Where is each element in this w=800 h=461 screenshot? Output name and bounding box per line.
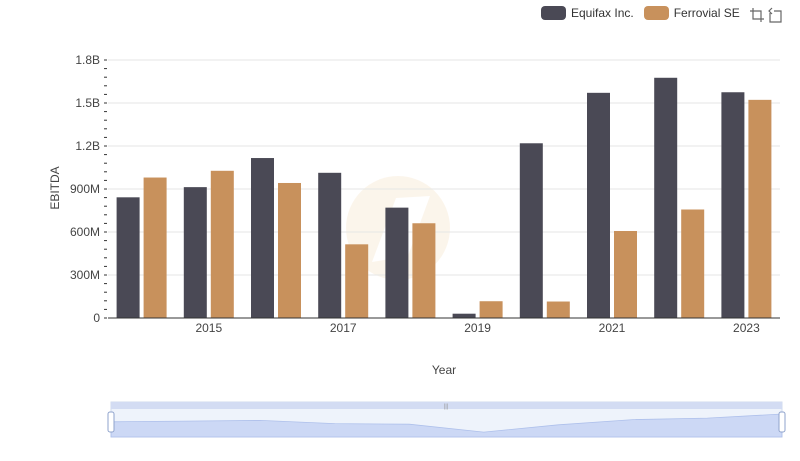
data-zoom-handle-left[interactable] xyxy=(107,411,115,433)
bar-ferrovial-2017[interactable] xyxy=(345,244,369,318)
legend-swatch-equifax xyxy=(541,6,566,20)
y-tick-label: 1.2B xyxy=(75,139,100,153)
bar-equifax-2014[interactable] xyxy=(116,197,140,318)
chart-legend: Equifax Inc. Ferrovial SE xyxy=(541,4,750,22)
y-axis-title: EBITDA xyxy=(48,166,62,209)
bar-ferrovial-2023[interactable] xyxy=(748,99,772,318)
bar-ferrovial-2018[interactable] xyxy=(412,223,436,318)
y-minor-ticks xyxy=(104,59,107,319)
y-tick-label: 1.5B xyxy=(75,96,100,110)
bar-ferrovial-2015[interactable] xyxy=(210,170,234,318)
bar-equifax-2020[interactable] xyxy=(519,143,543,318)
bar-ferrovial-2019[interactable] xyxy=(479,301,503,318)
legend-label-equifax: Equifax Inc. xyxy=(571,6,634,20)
bar-ferrovial-2016[interactable] xyxy=(278,182,301,318)
y-tick-label: 0 xyxy=(93,311,100,325)
zoom-icon[interactable] xyxy=(749,7,765,23)
bar-equifax-2022[interactable] xyxy=(654,77,678,318)
bar-equifax-2023[interactable] xyxy=(721,92,745,318)
bar-equifax-2018[interactable] xyxy=(385,207,409,318)
bar-series xyxy=(116,77,772,318)
x-tick-label: 2015 xyxy=(195,321,222,335)
y-tick-label: 300M xyxy=(70,268,100,282)
chart-toolbox xyxy=(747,7,783,23)
y-tick-label: 900M xyxy=(70,182,100,196)
y-tick-label: 1.8B xyxy=(75,53,100,67)
x-tick-label: 2023 xyxy=(733,321,760,335)
bar-equifax-2019[interactable] xyxy=(452,313,476,318)
legend-label-ferrovial: Ferrovial SE xyxy=(673,6,740,20)
data-zoom-slider[interactable]: ||| xyxy=(107,401,786,438)
bar-equifax-2017[interactable] xyxy=(318,172,342,318)
y-axis-labels: 0 300M 600M 900M 1.2B 1.5B 1.8B xyxy=(70,53,100,325)
data-zoom-range-bar[interactable] xyxy=(111,402,782,409)
data-zoom-grip-icon: ||| xyxy=(444,404,449,410)
bar-ferrovial-2020[interactable] xyxy=(546,301,570,318)
x-axis-title: Year xyxy=(432,363,456,377)
x-axis-labels: 2015 2017 2019 2021 2023 xyxy=(195,321,760,335)
y-tick-label: 600M xyxy=(70,225,100,239)
bar-equifax-2021[interactable] xyxy=(587,92,610,318)
x-tick-label: 2017 xyxy=(330,321,357,335)
legend-item-equifax[interactable]: Equifax Inc. xyxy=(541,6,634,20)
data-zoom-handle-right[interactable] xyxy=(778,411,786,433)
bar-equifax-2016[interactable] xyxy=(251,158,274,318)
x-tick-label: 2019 xyxy=(464,321,491,335)
x-tick-label: 2021 xyxy=(599,321,626,335)
legend-item-ferrovial[interactable]: Ferrovial SE xyxy=(643,6,740,20)
bar-equifax-2015[interactable] xyxy=(183,187,207,318)
bar-ferrovial-2021[interactable] xyxy=(614,230,637,318)
bar-ferrovial-2014[interactable] xyxy=(143,177,167,318)
bar-ferrovial-2022[interactable] xyxy=(681,209,705,318)
restore-icon[interactable] xyxy=(767,7,783,23)
legend-swatch-ferrovial xyxy=(643,6,669,20)
